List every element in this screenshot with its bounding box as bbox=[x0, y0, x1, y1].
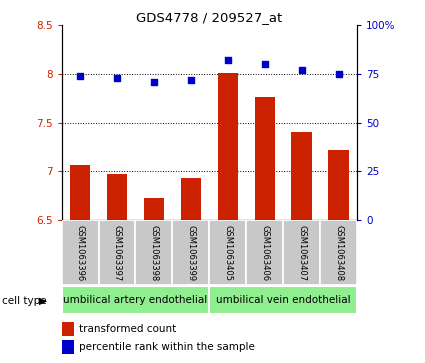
Bar bbox=[173, 220, 209, 285]
Bar bbox=[99, 220, 136, 285]
Text: GSM1063398: GSM1063398 bbox=[150, 225, 159, 281]
Bar bbox=[62, 286, 209, 314]
Text: GSM1063407: GSM1063407 bbox=[297, 225, 306, 281]
Text: percentile rank within the sample: percentile rank within the sample bbox=[79, 342, 255, 352]
Point bbox=[224, 57, 231, 63]
Bar bbox=[181, 178, 201, 220]
Point bbox=[335, 71, 342, 77]
Bar bbox=[70, 165, 90, 220]
Point bbox=[187, 77, 194, 83]
Bar bbox=[329, 150, 348, 220]
Text: GSM1063408: GSM1063408 bbox=[334, 225, 343, 281]
Point bbox=[113, 75, 120, 81]
Point bbox=[261, 61, 268, 67]
Bar bbox=[209, 286, 357, 314]
Bar bbox=[62, 220, 99, 285]
Bar bbox=[246, 220, 283, 285]
Bar bbox=[292, 132, 312, 220]
Point bbox=[76, 73, 83, 79]
Bar bbox=[209, 220, 246, 285]
Text: transformed count: transformed count bbox=[79, 324, 177, 334]
Text: GSM1063405: GSM1063405 bbox=[223, 225, 232, 281]
Bar bbox=[107, 174, 127, 220]
Text: GSM1063396: GSM1063396 bbox=[76, 225, 85, 281]
Bar bbox=[218, 73, 238, 220]
Point bbox=[298, 67, 305, 73]
Point bbox=[150, 79, 157, 85]
Bar bbox=[255, 97, 275, 220]
Bar bbox=[320, 220, 357, 285]
Text: umbilical artery endothelial: umbilical artery endothelial bbox=[63, 295, 207, 305]
Text: GSM1063399: GSM1063399 bbox=[186, 225, 196, 281]
Text: GSM1063406: GSM1063406 bbox=[260, 225, 269, 281]
Text: umbilical vein endothelial: umbilical vein endothelial bbox=[216, 295, 351, 305]
Bar bbox=[283, 220, 320, 285]
Bar bbox=[136, 220, 173, 285]
Title: GDS4778 / 209527_at: GDS4778 / 209527_at bbox=[136, 11, 283, 24]
Bar bbox=[144, 198, 164, 220]
Text: cell type: cell type bbox=[2, 295, 47, 306]
Text: ▶: ▶ bbox=[39, 295, 47, 306]
Text: GSM1063397: GSM1063397 bbox=[113, 225, 122, 281]
